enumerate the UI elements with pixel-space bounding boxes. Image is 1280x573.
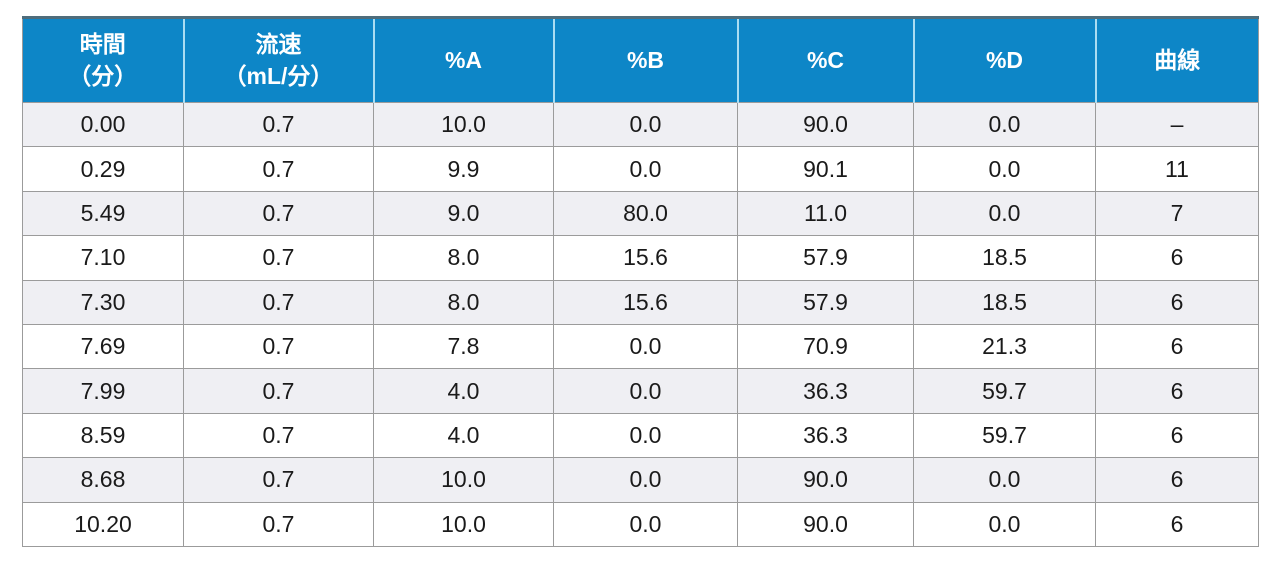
column-header-pctC: %C	[737, 17, 915, 103]
cell-pctD: 0.0	[913, 190, 1096, 237]
cell-pctC: 70.9	[737, 323, 914, 370]
cell-pctB: 15.6	[553, 279, 738, 325]
cell-pctD: 0.0	[913, 101, 1096, 148]
cell-pctB: 0.0	[553, 412, 738, 459]
cell-time: 7.10	[22, 235, 184, 281]
cell-pctC: 57.9	[737, 235, 914, 281]
table-row: 7.10 0.7 8.0 15.6 57.9 18.5 6	[22, 235, 1259, 281]
cell-pctC: 36.3	[737, 368, 914, 414]
cell-pctB: 0.0	[553, 457, 738, 503]
cell-curve: –	[1095, 101, 1259, 148]
cell-curve: 11	[1095, 146, 1259, 192]
cell-pctC: 90.0	[737, 101, 914, 148]
cell-pctD: 18.5	[913, 235, 1096, 281]
cell-time: 5.49	[22, 190, 184, 237]
cell-pctC: 90.1	[737, 146, 914, 192]
cell-pctA: 9.0	[373, 190, 554, 237]
cell-flow: 0.7	[183, 368, 374, 414]
cell-pctA: 8.0	[373, 235, 554, 281]
column-header-pctD: %D	[913, 17, 1097, 103]
cell-pctB: 80.0	[553, 190, 738, 237]
column-header-curve: 曲線	[1095, 17, 1259, 103]
cell-pctA: 10.0	[373, 101, 554, 148]
cell-pctB: 0.0	[553, 323, 738, 370]
cell-flow: 0.7	[183, 235, 374, 281]
column-header-pctB: %B	[553, 17, 739, 103]
cell-pctA: 10.0	[373, 501, 554, 547]
table-row: 0.29 0.7 9.9 0.0 90.1 0.0 11	[22, 146, 1259, 192]
gradient-method-table: 時間 （分） 流速 （mL/分） %A %B %C %D 曲線 0.00 0.7…	[22, 16, 1259, 547]
cell-time: 0.00	[22, 101, 184, 148]
cell-pctA: 10.0	[373, 457, 554, 503]
header-row: 時間 （分） 流速 （mL/分） %A %B %C %D 曲線	[22, 17, 1259, 103]
column-header-flow: 流速 （mL/分）	[183, 17, 375, 103]
cell-pctD: 18.5	[913, 279, 1096, 325]
cell-pctB: 15.6	[553, 235, 738, 281]
cell-pctB: 0.0	[553, 368, 738, 414]
cell-pctA: 8.0	[373, 279, 554, 325]
table-row: 0.00 0.7 10.0 0.0 90.0 0.0 –	[22, 101, 1259, 148]
table-header: 時間 （分） 流速 （mL/分） %A %B %C %D 曲線	[22, 17, 1259, 103]
cell-pctD: 59.7	[913, 412, 1096, 459]
cell-flow: 0.7	[183, 190, 374, 237]
cell-curve: 6	[1095, 457, 1259, 503]
cell-curve: 6	[1095, 501, 1259, 547]
cell-flow: 0.7	[183, 457, 374, 503]
table-row: 7.99 0.7 4.0 0.0 36.3 59.7 6	[22, 368, 1259, 414]
cell-time: 10.20	[22, 501, 184, 547]
cell-time: 7.30	[22, 279, 184, 325]
cell-flow: 0.7	[183, 146, 374, 192]
cell-pctD: 0.0	[913, 501, 1096, 547]
table-row: 7.30 0.7 8.0 15.6 57.9 18.5 6	[22, 279, 1259, 325]
cell-pctD: 0.0	[913, 457, 1096, 503]
cell-time: 8.68	[22, 457, 184, 503]
cell-pctD: 21.3	[913, 323, 1096, 370]
cell-time: 7.69	[22, 323, 184, 370]
table-row: 10.20 0.7 10.0 0.0 90.0 0.0 6	[22, 501, 1259, 547]
cell-curve: 6	[1095, 368, 1259, 414]
cell-pctD: 0.0	[913, 146, 1096, 192]
cell-curve: 6	[1095, 279, 1259, 325]
cell-flow: 0.7	[183, 323, 374, 370]
cell-pctA: 9.9	[373, 146, 554, 192]
cell-flow: 0.7	[183, 101, 374, 148]
cell-time: 0.29	[22, 146, 184, 192]
cell-curve: 6	[1095, 235, 1259, 281]
cell-pctD: 59.7	[913, 368, 1096, 414]
cell-pctC: 90.0	[737, 501, 914, 547]
cell-pctC: 11.0	[737, 190, 914, 237]
cell-pctC: 90.0	[737, 457, 914, 503]
table-row: 7.69 0.7 7.8 0.0 70.9 21.3 6	[22, 323, 1259, 370]
cell-pctB: 0.0	[553, 501, 738, 547]
cell-pctC: 57.9	[737, 279, 914, 325]
cell-pctC: 36.3	[737, 412, 914, 459]
cell-pctB: 0.0	[553, 146, 738, 192]
cell-time: 8.59	[22, 412, 184, 459]
cell-curve: 6	[1095, 323, 1259, 370]
table-row: 5.49 0.7 9.0 80.0 11.0 0.0 7	[22, 190, 1259, 237]
cell-flow: 0.7	[183, 412, 374, 459]
cell-time: 7.99	[22, 368, 184, 414]
cell-curve: 6	[1095, 412, 1259, 459]
table-body: 0.00 0.7 10.0 0.0 90.0 0.0 – 0.29 0.7 9.…	[22, 101, 1259, 547]
column-header-pctA: %A	[373, 17, 555, 103]
cell-pctA: 4.0	[373, 368, 554, 414]
cell-pctA: 4.0	[373, 412, 554, 459]
cell-pctA: 7.8	[373, 323, 554, 370]
cell-flow: 0.7	[183, 501, 374, 547]
cell-curve: 7	[1095, 190, 1259, 237]
cell-flow: 0.7	[183, 279, 374, 325]
cell-pctB: 0.0	[553, 101, 738, 148]
table-row: 8.68 0.7 10.0 0.0 90.0 0.0 6	[22, 457, 1259, 503]
table-row: 8.59 0.7 4.0 0.0 36.3 59.7 6	[22, 412, 1259, 459]
column-header-time: 時間 （分）	[22, 17, 185, 103]
